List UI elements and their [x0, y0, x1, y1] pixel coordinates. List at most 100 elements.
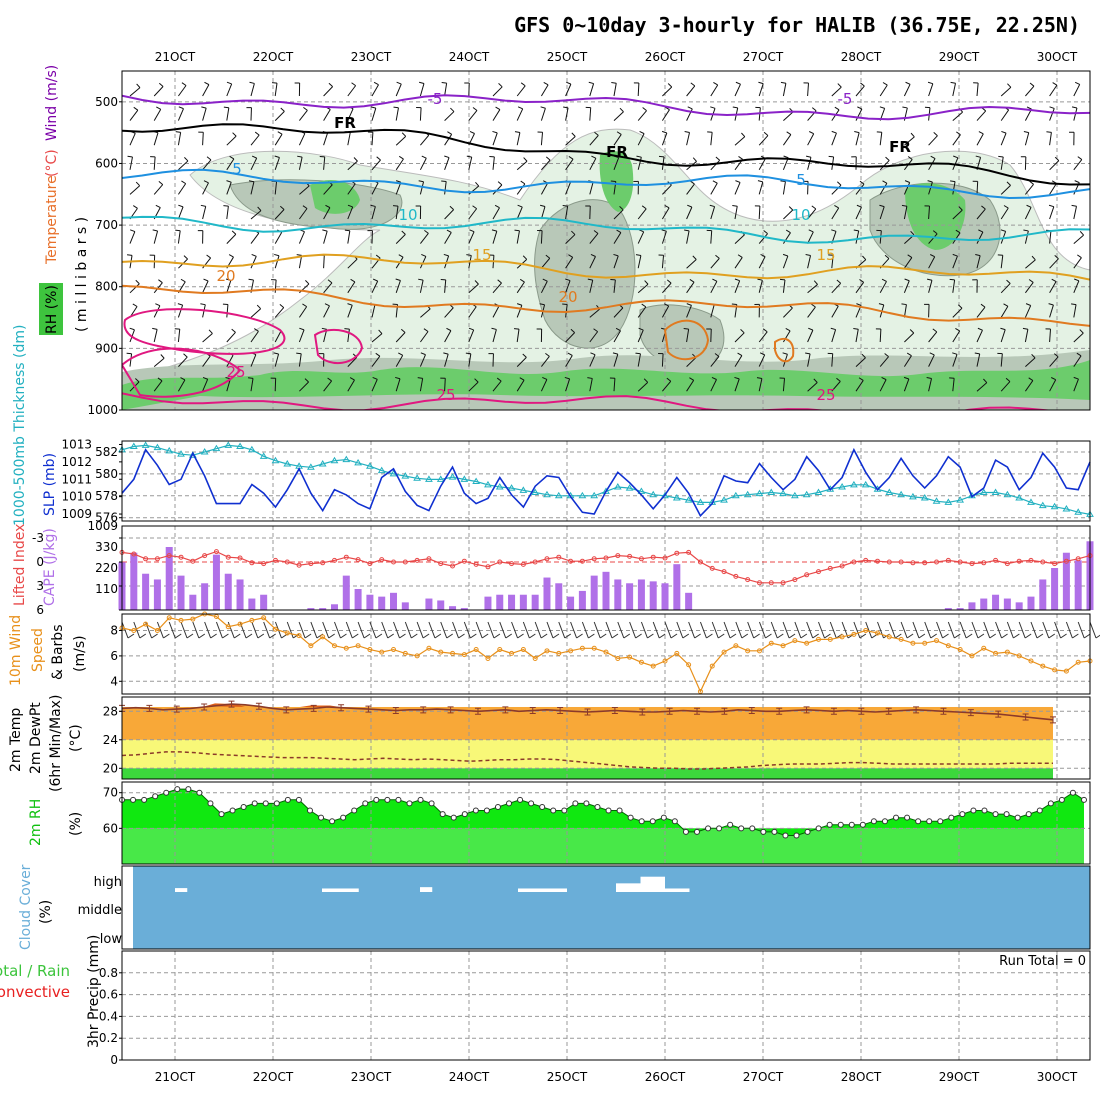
wind-barb	[1000, 156, 1004, 170]
y-tick-label: 6	[36, 603, 44, 617]
wind-barb-flag	[901, 204, 907, 207]
wind-barb-flag	[758, 81, 764, 85]
wind-speed-marker	[249, 617, 255, 623]
temp-errorbar	[447, 706, 454, 714]
rh-marker	[716, 825, 723, 832]
surface-wind-barb	[1065, 621, 1073, 639]
wind-barb	[662, 184, 672, 195]
wind-barb-flag	[666, 377, 672, 382]
temp-errorbar	[940, 707, 947, 715]
wind-barb	[541, 159, 551, 171]
wind-barb	[395, 280, 401, 293]
surface-wind-barb	[688, 621, 696, 639]
wind-barb-flag	[1003, 205, 1009, 209]
wind-barb	[153, 109, 162, 121]
wind-barb	[347, 108, 354, 121]
wind-barb	[323, 86, 333, 97]
wind-barb-flag	[619, 206, 624, 211]
wind-barb-flag	[811, 107, 817, 112]
wind-barb-flag	[734, 376, 740, 380]
surface-wind-barb-flag	[245, 633, 253, 639]
wind-barb-flag	[231, 328, 236, 333]
cloud-cover-unit-label: (%)	[38, 900, 54, 924]
temp-errorbar	[584, 708, 591, 716]
wind-barb-flag	[1054, 255, 1059, 260]
thickness-marker	[696, 498, 705, 505]
date-tick-top: 24OCT	[449, 50, 490, 64]
precip-total-label: Total / Rain	[0, 962, 70, 980]
wind-barb	[516, 305, 523, 318]
wind-barb-flag	[878, 303, 884, 306]
wind-barb	[1049, 84, 1058, 97]
wind-barb-flag	[856, 204, 862, 208]
surface-wind-barb-flag	[505, 633, 513, 639]
surface-wind-barb	[558, 621, 566, 639]
cape-bar	[366, 594, 374, 610]
wind-barb-flag	[956, 131, 961, 136]
wind-barb-flag	[156, 106, 161, 110]
wind-barb-flag	[132, 303, 138, 307]
wind-barb	[686, 380, 695, 392]
wind-barb-flag	[135, 181, 141, 187]
wind-barb	[323, 380, 332, 392]
wind-barb	[153, 86, 164, 97]
li-marker	[934, 559, 940, 565]
wind-barb-flag	[231, 230, 237, 235]
wind-barb-flag	[225, 278, 231, 281]
wind-barb	[1025, 282, 1034, 294]
wind-barb-flag	[523, 157, 528, 162]
wind-barb	[758, 135, 769, 146]
cape-bar	[519, 594, 527, 610]
wind-barb	[879, 206, 885, 220]
wind-barb	[783, 209, 794, 220]
wind-barb	[589, 256, 596, 269]
date-tick-top: 26OCT	[645, 50, 686, 64]
millibars-label: ( m i l l i b a r s )	[74, 217, 90, 332]
wind-speed-marker	[922, 640, 928, 646]
high-cloud-event	[518, 888, 567, 892]
temp-errorbar	[310, 704, 317, 712]
temp-errorbar	[474, 707, 481, 715]
surface-wind-barb	[829, 621, 837, 639]
date-tick-bottom: 25OCT	[547, 1070, 588, 1084]
wind-barb	[1073, 332, 1084, 343]
thickness-marker	[814, 488, 823, 496]
wind-barb-flag	[837, 181, 842, 186]
wind-barb	[129, 231, 136, 244]
wind-barb	[1073, 206, 1077, 220]
wind-barb	[662, 86, 673, 97]
rh-marker	[450, 814, 457, 821]
cape-bar	[614, 579, 622, 610]
wind-barb	[661, 305, 670, 318]
wind-barb-flag	[347, 204, 353, 208]
rh-marker	[472, 807, 479, 814]
wind-barb-flag	[684, 131, 690, 134]
high-cloud-event	[665, 888, 690, 892]
cape-bar	[508, 594, 516, 610]
wind-barb-flag	[273, 352, 279, 355]
wind-barb-flag	[1054, 156, 1060, 161]
li-marker	[650, 554, 656, 560]
wind-barb-flag	[302, 205, 308, 209]
wind-barb	[1025, 85, 1035, 97]
wind-barb	[323, 230, 328, 244]
wind-barb	[226, 354, 234, 367]
wind-barb	[734, 257, 743, 269]
surface-wind-barb-flag	[800, 633, 808, 639]
thickness-marker	[979, 488, 988, 496]
contour-label: 25	[226, 363, 245, 381]
cape-label: CAPE (J/kg)	[42, 528, 58, 606]
wind-barb	[371, 84, 379, 97]
wind-speed-marker	[686, 662, 692, 668]
li-marker	[615, 553, 621, 559]
wind-speed-marker	[213, 614, 219, 620]
thickness-marker	[247, 445, 256, 453]
li-marker	[815, 569, 821, 575]
surface-wind-barb	[581, 621, 589, 639]
wind-barb	[831, 329, 837, 343]
wind-barb-flag	[859, 279, 864, 283]
wind-barb-flag	[206, 254, 211, 259]
li-marker	[898, 559, 904, 565]
surface-wind-barb	[758, 621, 766, 639]
wind-barb	[710, 159, 721, 171]
